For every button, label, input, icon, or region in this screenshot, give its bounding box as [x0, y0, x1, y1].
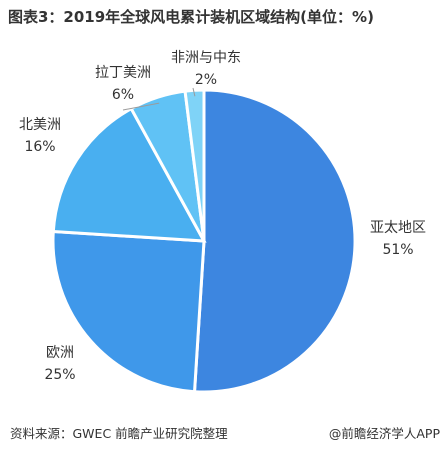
pie-slice-4	[183, 88, 206, 242]
pie-slice-1	[51, 229, 206, 394]
brand-credit: @前瞻经济学人APP	[328, 426, 440, 441]
slice-value-1: 25%	[44, 367, 75, 383]
slice-label-3: 拉丁美洲	[95, 65, 151, 81]
slice-label-0: 亚太地区	[370, 220, 426, 236]
chart-title: 图表3：2019年全球风电累计装机区域结构(单位：%)	[8, 8, 374, 26]
slice-label-1: 欧洲	[46, 345, 74, 361]
source-note: 资料来源：GWEC 前瞻产业研究院整理	[10, 426, 228, 441]
slice-value-3: 6%	[112, 87, 134, 103]
pie-slice-0	[192, 88, 357, 394]
leader-line-4	[192, 87, 196, 97]
slice-value-4: 2%	[195, 72, 217, 88]
slice-labels: 亚太地区 51% 欧洲 25% 北美洲 16% 拉丁美洲 6% 非洲与中东 2%	[19, 50, 426, 383]
leader-line-3	[122, 102, 160, 111]
pie-slices	[51, 88, 357, 394]
leader-lines	[122, 87, 196, 111]
slice-value-2: 16%	[24, 139, 55, 155]
slice-label-4: 非洲与中东	[171, 50, 241, 66]
pie-slice-2	[51, 106, 207, 243]
slice-value-0: 51%	[382, 242, 413, 258]
slice-label-2: 北美洲	[19, 117, 61, 133]
